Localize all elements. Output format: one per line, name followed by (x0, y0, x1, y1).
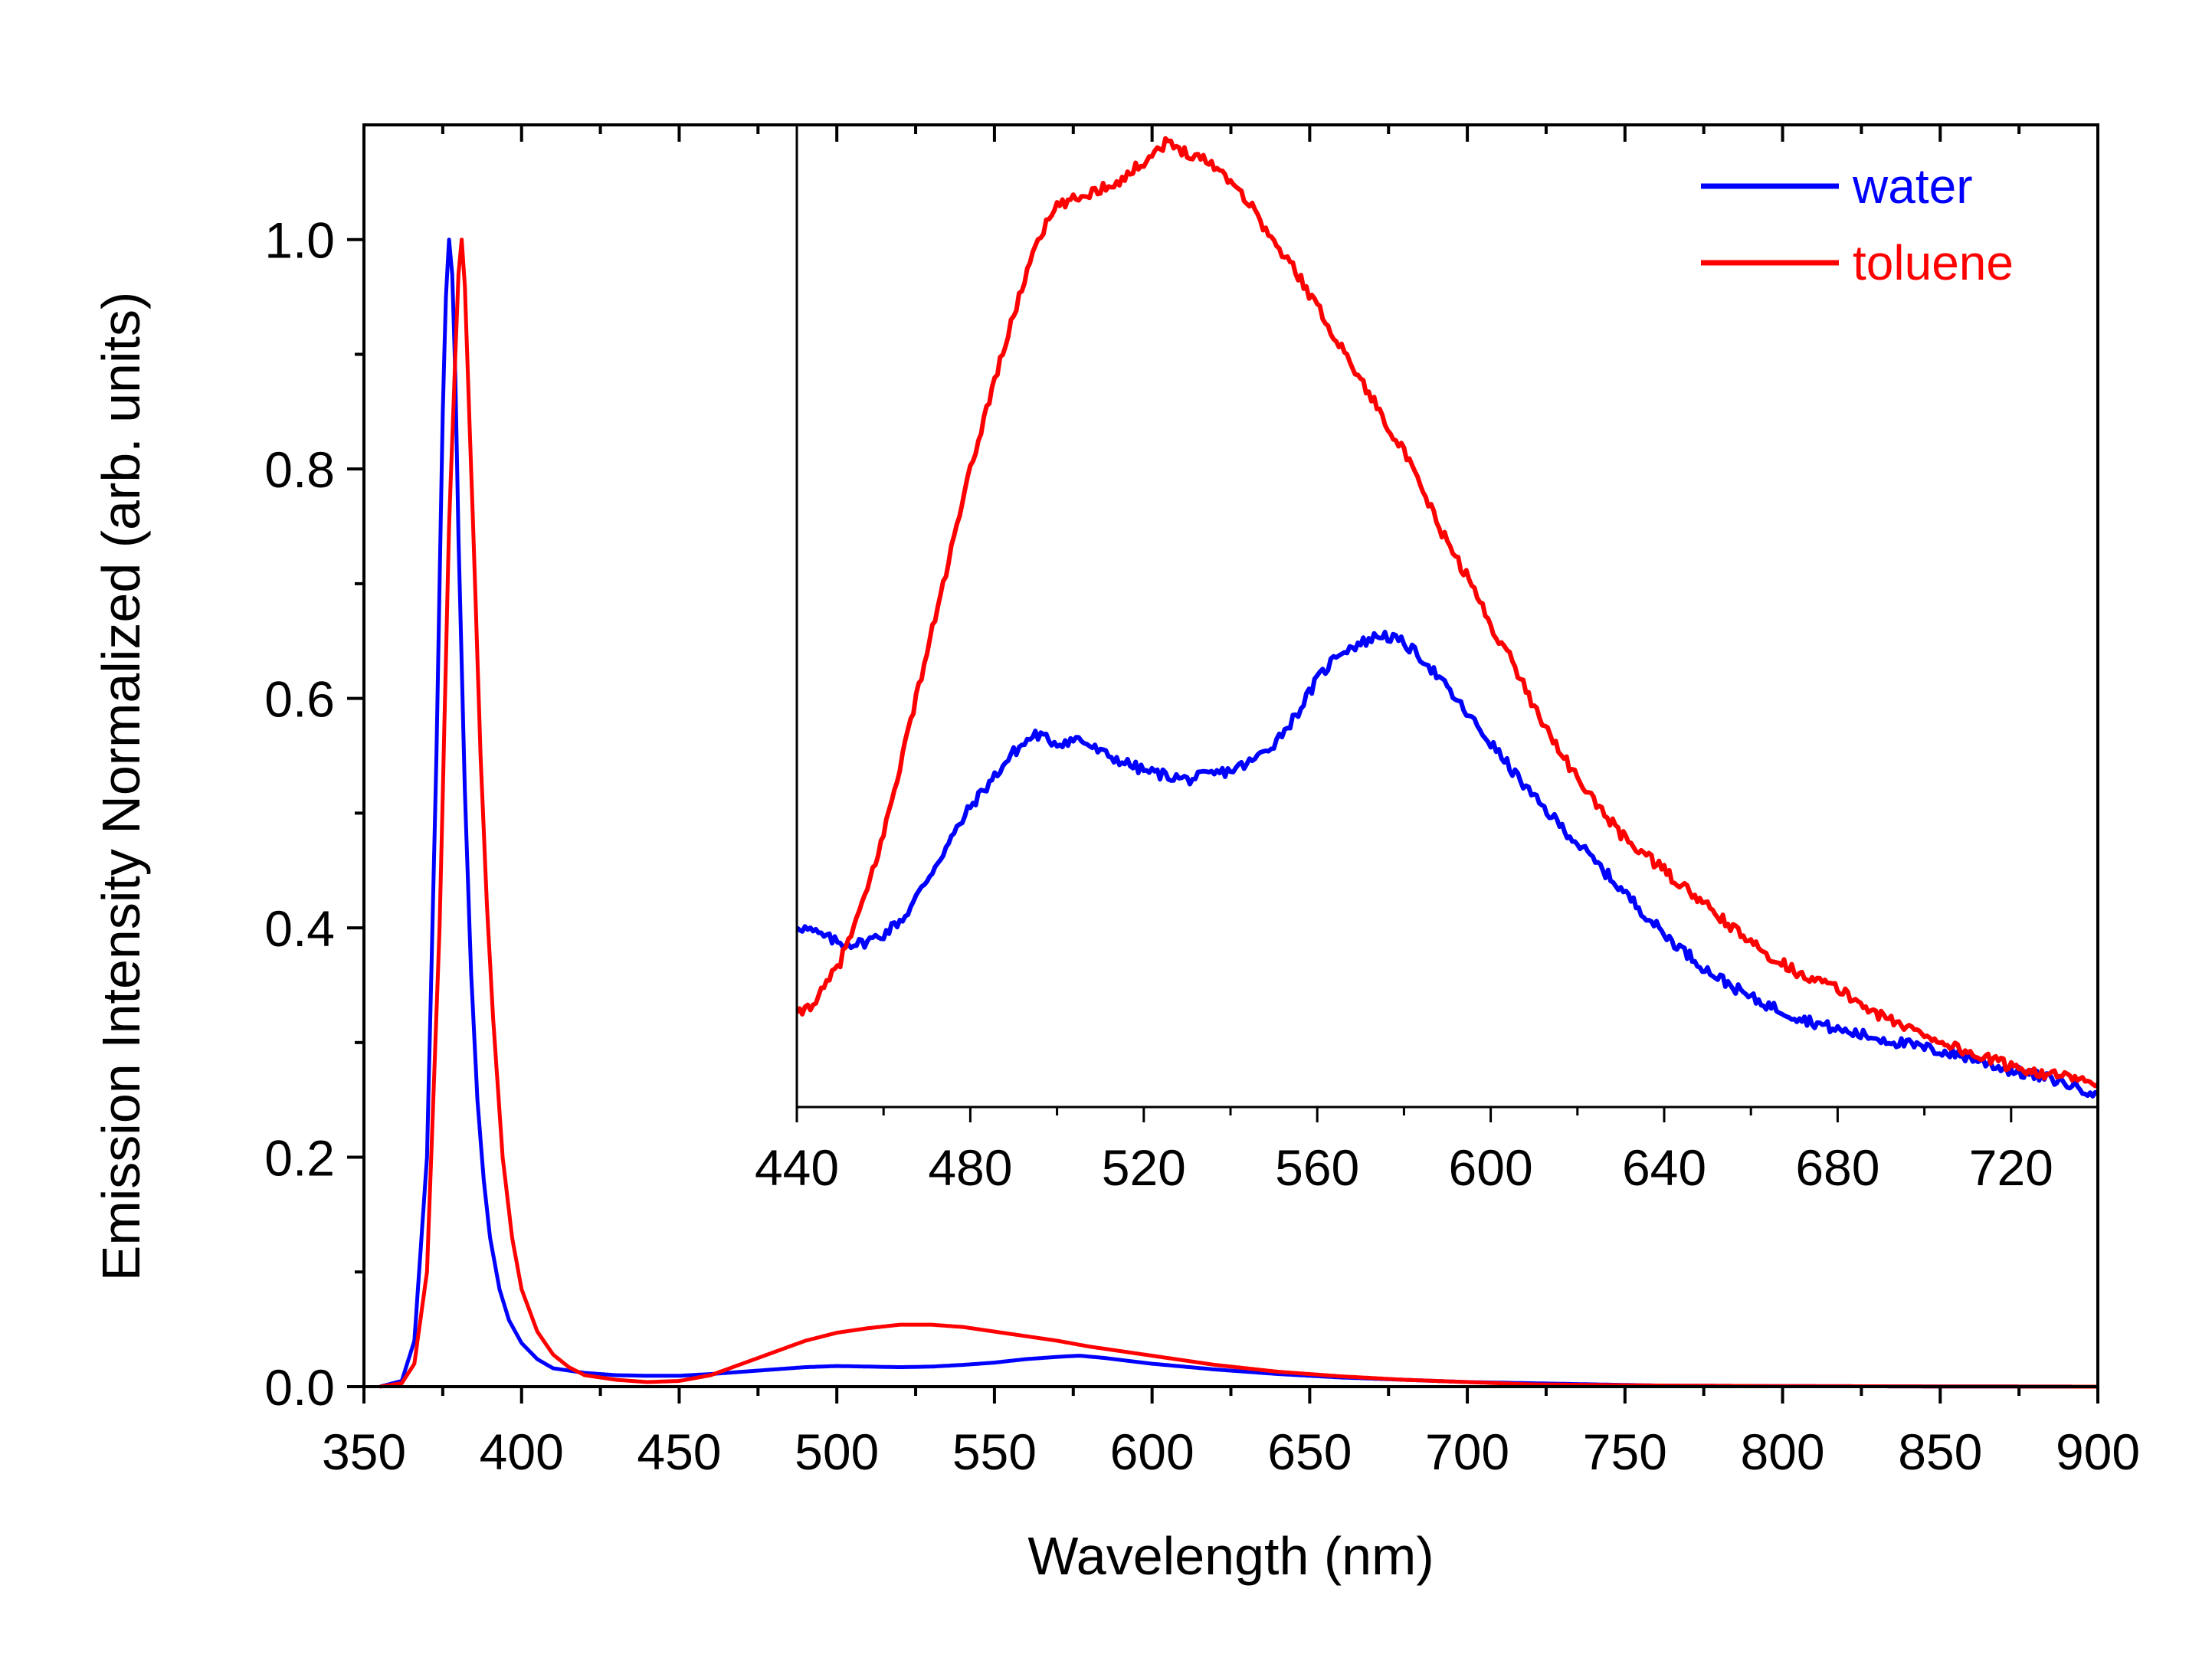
main-x-tick-label: 500 (795, 1423, 879, 1480)
legend-label: toluene (1853, 235, 2014, 290)
main-x-tick-label: 800 (1740, 1423, 1824, 1480)
main-x-tick-label: 750 (1583, 1423, 1667, 1480)
main-x-tick-label: 650 (1267, 1423, 1352, 1480)
main-x-tick-label: 350 (322, 1423, 406, 1480)
main-x-tick-label: 450 (637, 1423, 721, 1480)
y-axis-title: Emission Intensity Normalized (arb. unit… (91, 292, 151, 1282)
main-x-tick-label: 400 (480, 1423, 564, 1480)
main-y-tick-label: 0.2 (264, 1130, 335, 1187)
main-x-tick-label: 600 (1110, 1423, 1194, 1480)
inset-x-tick-label: 560 (1275, 1139, 1359, 1196)
inset-series-water (797, 630, 2098, 1099)
main-y-tick-label: 0.0 (264, 1359, 335, 1416)
main-y-tick-label: 0.4 (264, 900, 335, 957)
inset-x-tick-label: 520 (1102, 1139, 1186, 1196)
inset-x-tick-label: 720 (1969, 1139, 2053, 1196)
inset-x-tick-label: 640 (1622, 1139, 1706, 1196)
legend-label: water (1852, 159, 1973, 214)
x-axis-title: Wavelength (nm) (1027, 1526, 1434, 1586)
main-series-water (378, 237, 2099, 1389)
legend-item-toluene: toluene (1701, 235, 2014, 290)
inset-series-toluene (797, 136, 2098, 1089)
main-series-toluene (379, 237, 2099, 1389)
inset-x-tick-label: 440 (755, 1139, 839, 1196)
main-x-tick-label: 550 (952, 1423, 1037, 1480)
inset-x-tick-label: 480 (928, 1139, 1012, 1196)
main-x-tick-label: 700 (1425, 1423, 1509, 1480)
main-plot-frame (362, 123, 2099, 1388)
inset-x-tick-label: 680 (1795, 1139, 1879, 1196)
main-y-tick-label: 0.8 (264, 441, 335, 498)
main-y-tick-label: 0.6 (264, 671, 335, 728)
main-x-tick-label: 900 (2056, 1423, 2140, 1480)
legend-item-water: water (1701, 159, 1973, 214)
main-x-tick-label: 850 (1898, 1423, 1982, 1480)
main-y-tick-label: 1.0 (264, 212, 335, 269)
inset-x-tick-label: 600 (1449, 1139, 1533, 1196)
